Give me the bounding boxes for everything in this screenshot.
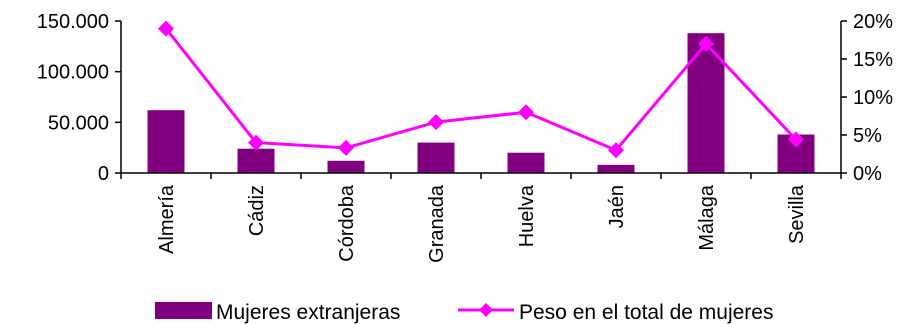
right-tick-label: 0% bbox=[853, 163, 882, 185]
legend-swatch-bar bbox=[155, 302, 212, 319]
category-label: Huelva bbox=[516, 184, 538, 247]
bar-málaga bbox=[687, 33, 725, 174]
line-path bbox=[164, 27, 798, 153]
left-axis-labels: 0 50.000 100.000 150.000 bbox=[37, 11, 109, 185]
axes bbox=[115, 20, 847, 179]
bar-granada bbox=[417, 142, 455, 173]
line-point-huelva bbox=[518, 104, 534, 121]
bar-córdoba bbox=[327, 160, 365, 173]
line-point-almería bbox=[158, 20, 174, 37]
line-point-granada bbox=[428, 114, 444, 131]
legend: Mujeres extranjeras Peso en el total de … bbox=[155, 301, 773, 324]
category-label: Granada bbox=[426, 184, 448, 263]
right-axis-labels: 0% 5% 10% 15% 20% bbox=[853, 11, 893, 185]
category-label: Málaga bbox=[696, 184, 718, 250]
right-tick-label: 20% bbox=[853, 11, 893, 33]
right-tick-label: 15% bbox=[853, 49, 893, 71]
line-point-málaga bbox=[698, 35, 714, 52]
category-label: Cádiz bbox=[246, 185, 268, 236]
line-point-jaén bbox=[608, 142, 624, 159]
line-point-córdoba bbox=[338, 139, 354, 156]
left-tick-label: 0 bbox=[98, 163, 109, 185]
right-tick-label: 10% bbox=[853, 87, 893, 109]
left-tick-label: 50.000 bbox=[48, 112, 109, 134]
category-label: Jaén bbox=[606, 185, 628, 228]
category-label: Sevilla bbox=[786, 184, 808, 244]
bar-huelva bbox=[507, 152, 545, 173]
legend-marker-diamond bbox=[479, 303, 493, 317]
line-point-sevilla bbox=[788, 131, 804, 148]
bar-cádiz bbox=[237, 148, 275, 173]
left-tick-label: 100.000 bbox=[37, 62, 109, 84]
legend-label-line: Peso en el total de mujeres bbox=[519, 301, 773, 324]
line-series bbox=[158, 20, 804, 159]
right-tick-label: 5% bbox=[853, 125, 882, 147]
legend-label-bar: Mujeres extranjeras bbox=[216, 301, 400, 324]
bar-jaén bbox=[597, 164, 635, 173]
left-tick-label: 150.000 bbox=[37, 11, 109, 33]
bar-almería bbox=[147, 110, 185, 173]
line-point-cádiz bbox=[248, 134, 264, 151]
category-label: Córdoba bbox=[336, 184, 358, 262]
category-label: Almería bbox=[156, 184, 178, 254]
category-labels: Almería Cádiz Córdoba Granada Huelva Jaén Mála… bbox=[156, 184, 808, 263]
